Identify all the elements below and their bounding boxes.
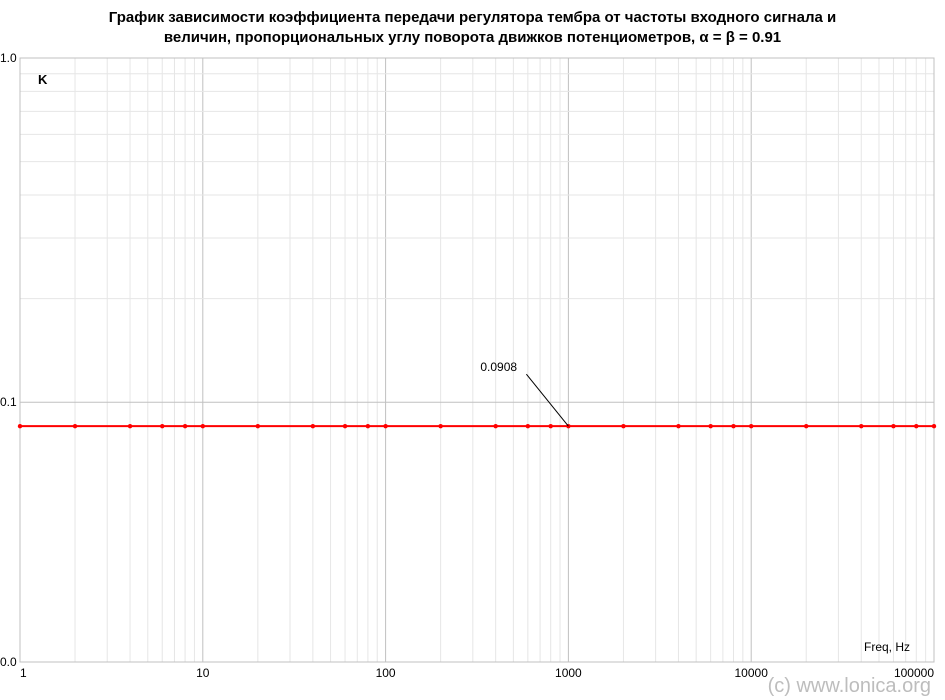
annotation-value: 0.0908	[480, 360, 517, 374]
xtick-label: 1	[20, 666, 50, 680]
chart-plot	[0, 0, 945, 700]
xtick-label: 1000	[538, 666, 598, 680]
ytick-mid: 0.1	[0, 395, 16, 409]
y-axis-label: K	[38, 72, 47, 87]
xtick-label: 10000	[721, 666, 781, 680]
ytick-bot: 0.0	[0, 655, 16, 669]
xtick-label: 100	[356, 666, 416, 680]
xtick-label: 10	[173, 666, 233, 680]
ytick-top: 1.0	[0, 51, 16, 65]
xtick-label: 100000	[874, 666, 934, 680]
x-axis-label: Freq, Hz	[864, 640, 910, 654]
